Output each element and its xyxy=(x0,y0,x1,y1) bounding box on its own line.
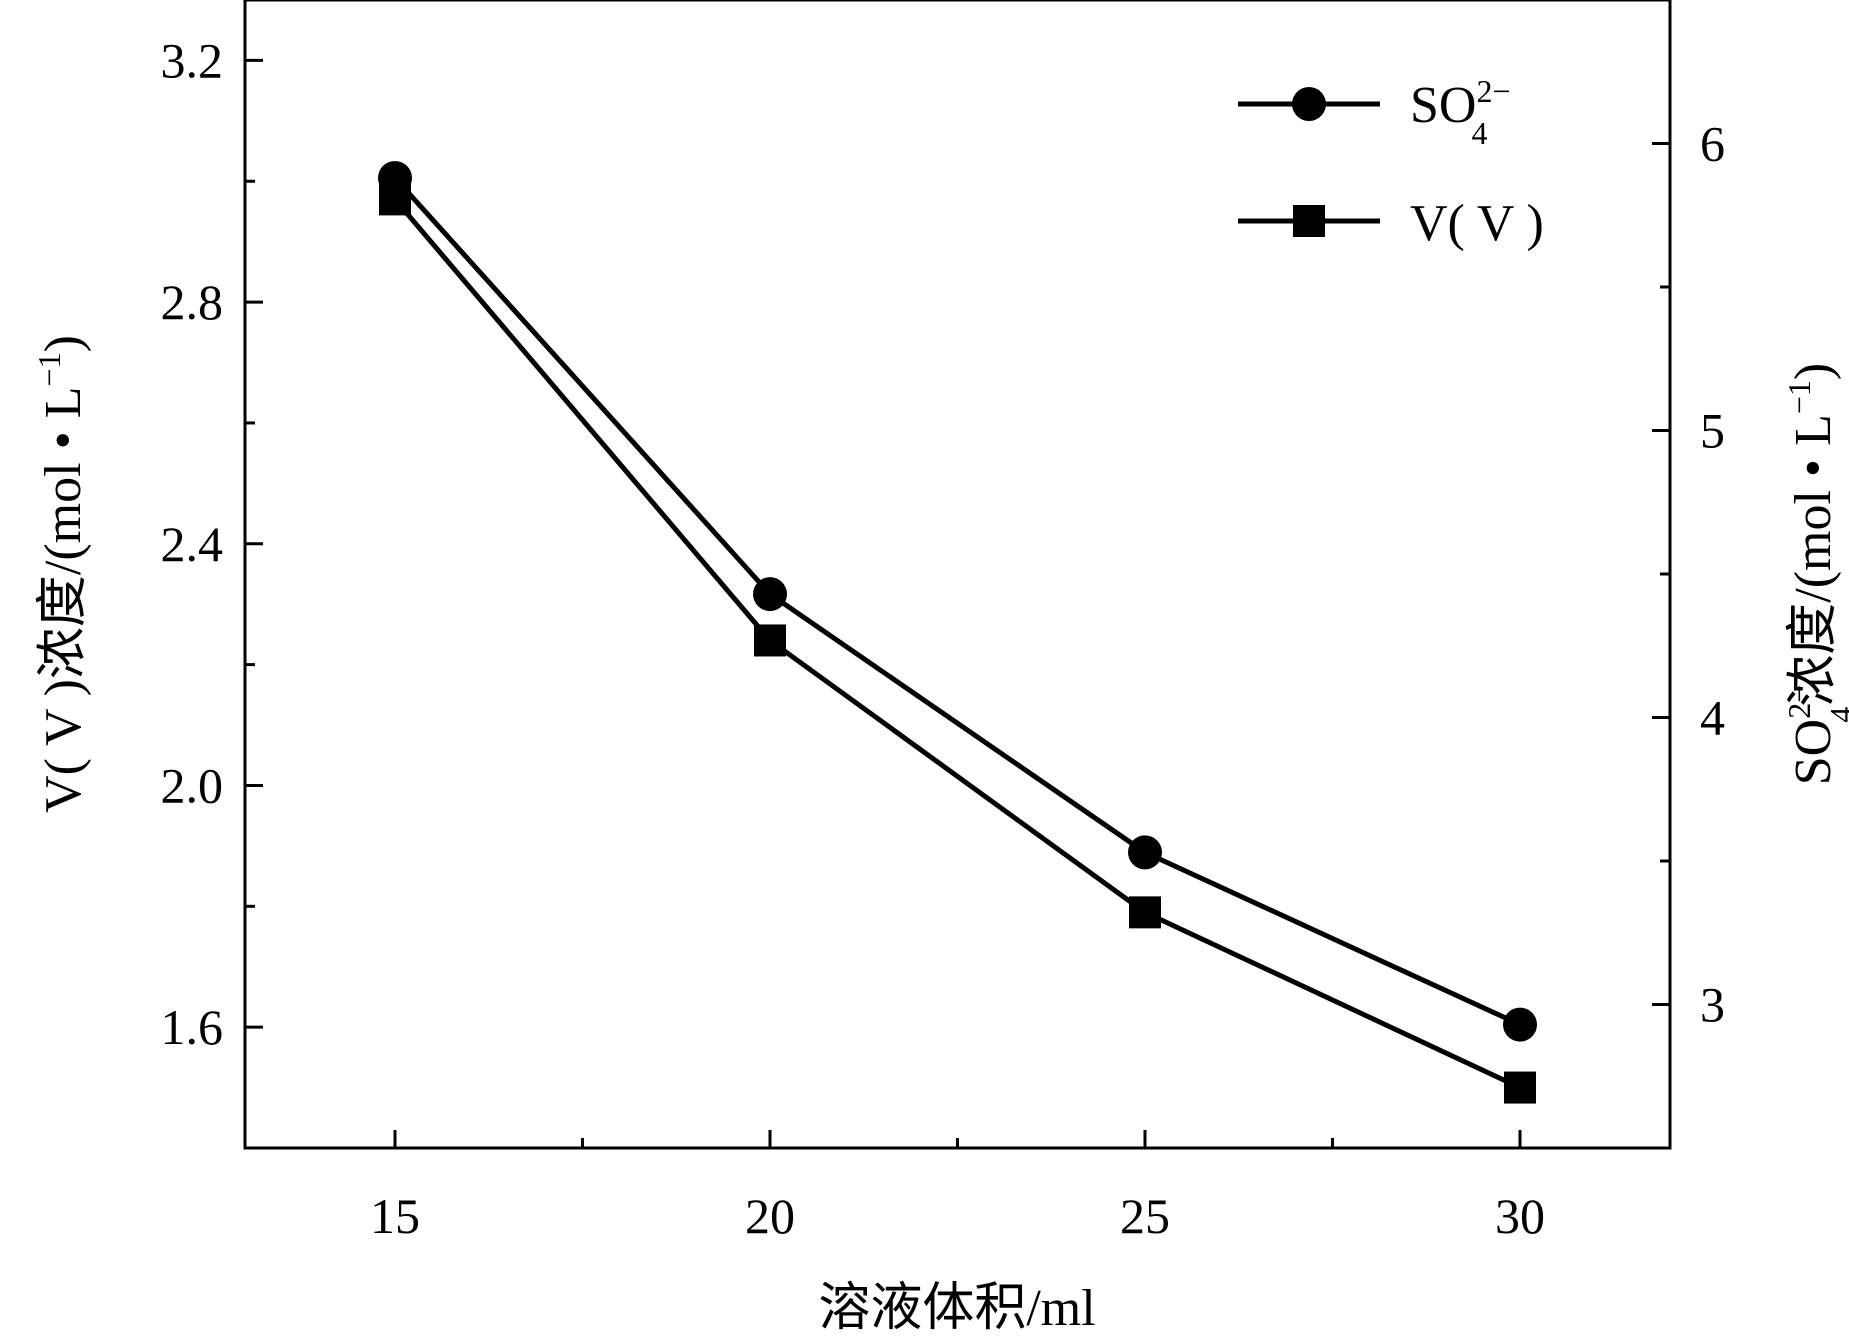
y-left-tick-label: 2.8 xyxy=(161,274,224,330)
x-tick-label: 25 xyxy=(1120,1188,1170,1244)
y-left-tick-label: 2.0 xyxy=(161,757,224,813)
y-axis-right-title: SO2−4浓度/(mol • L−1) xyxy=(1781,363,1849,786)
series-line-v xyxy=(393,197,1522,1090)
y-left-tick-label: 3.2 xyxy=(161,32,224,88)
y-right-tick-label: 3 xyxy=(1700,977,1725,1033)
y-right-tick-label: 4 xyxy=(1700,690,1725,746)
data-point-v xyxy=(1504,1071,1536,1104)
y-right-tick-label: 5 xyxy=(1700,403,1725,459)
y-axis-left-title: V( V )浓度/(mol • L−1) xyxy=(31,335,92,813)
x-axis-title: 溶液体积/ml xyxy=(818,1280,1095,1337)
series-line-so4 xyxy=(393,176,1522,1027)
legend-marker-so4 xyxy=(1292,87,1326,121)
y-left-tick-label: 2.4 xyxy=(161,516,224,572)
data-point-so4 xyxy=(753,577,787,612)
legend-label-so4: SO2− 4 xyxy=(1410,73,1511,151)
x-tick-label: 20 xyxy=(745,1188,795,1244)
plot-frame xyxy=(243,0,1672,1150)
data-point-v xyxy=(379,183,411,216)
legend-marker-v xyxy=(1293,205,1325,237)
data-point-so4 xyxy=(1503,1007,1537,1042)
x-tick-label: 30 xyxy=(1495,1188,1545,1244)
series-markers xyxy=(378,160,1537,1104)
series-lines xyxy=(393,176,1522,1090)
y-left-tick-label: 1.6 xyxy=(161,999,224,1055)
y-right-tick-label: 6 xyxy=(1700,116,1725,172)
data-point-so4 xyxy=(1128,835,1162,870)
data-point-v xyxy=(754,624,786,657)
legend-label-v: V( V ) xyxy=(1410,195,1544,252)
legend: SO2− 4 V( V ) xyxy=(1238,73,1544,252)
x-tick-label: 15 xyxy=(370,1188,420,1244)
ticks: 15 20 25 30 1.6 2.0 2.4 2.8 3.2 3 4 5 6 xyxy=(161,32,1726,1244)
data-point-v xyxy=(1129,896,1161,929)
